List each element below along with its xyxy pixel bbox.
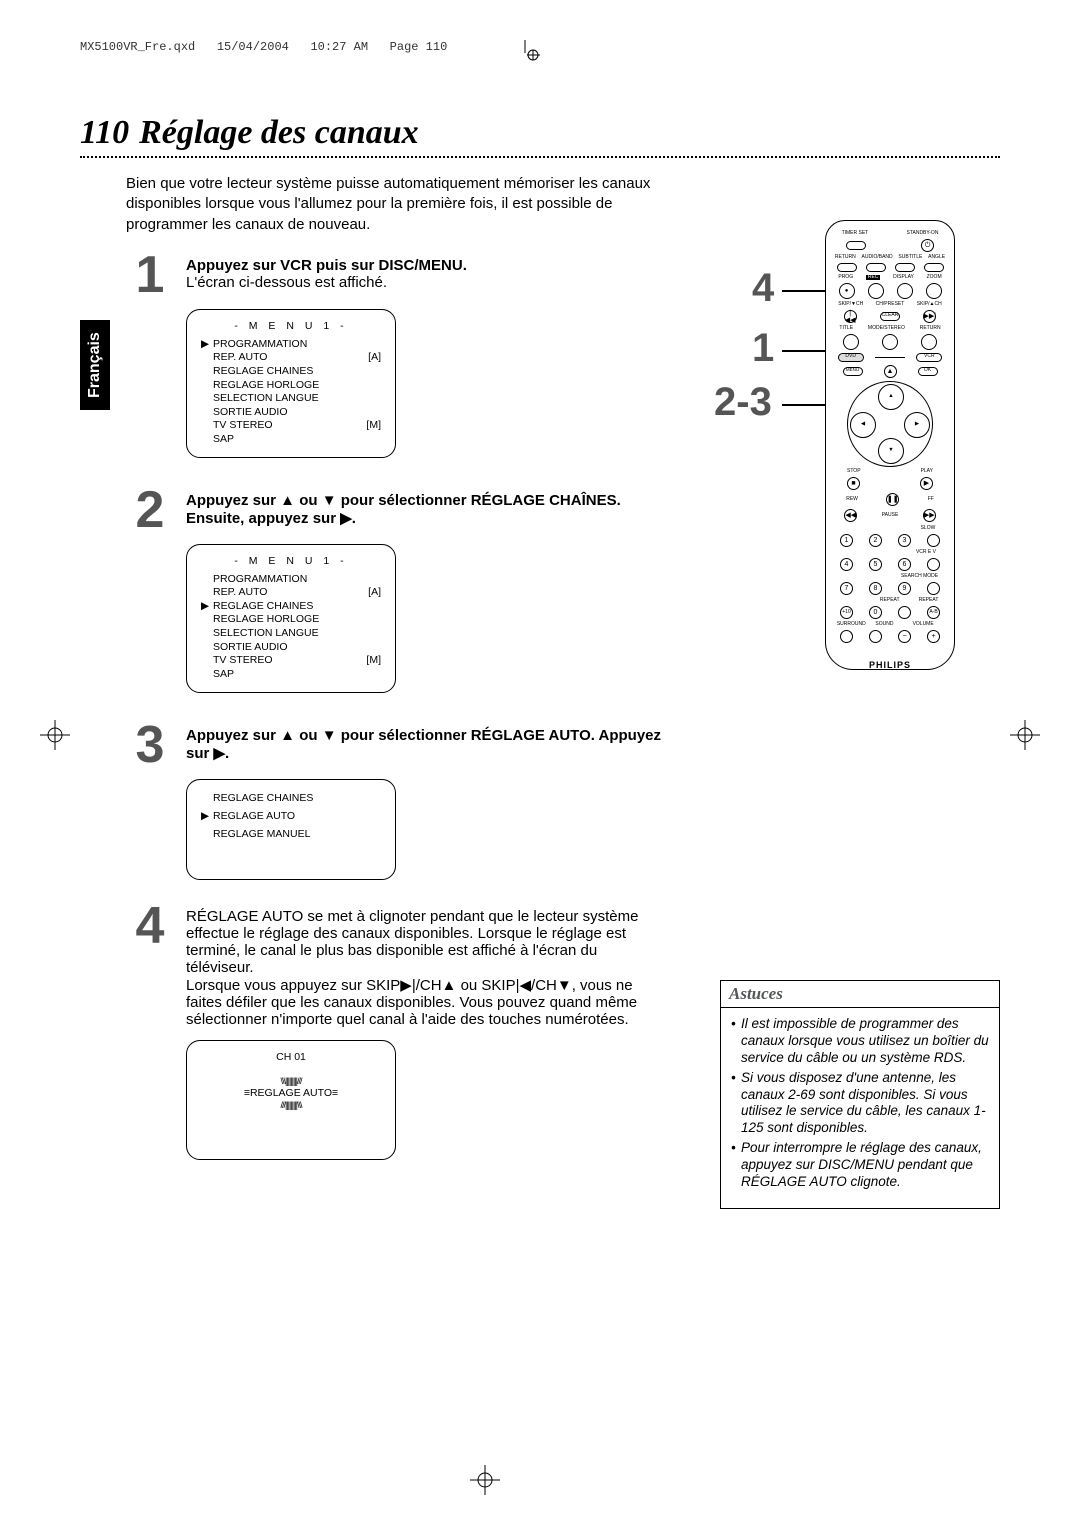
menu-item: ▶REGLAGE CHAINES bbox=[201, 600, 381, 614]
tip-item: •Pour interrompre le réglage des canaux,… bbox=[731, 1140, 989, 1191]
crop-mark-right-icon bbox=[1010, 720, 1040, 753]
remote-control: TIMER SETSTANDBY-ON ⏻ RETURNAUDIO/BANDSU… bbox=[825, 220, 955, 670]
tips-title: Astuces bbox=[721, 981, 999, 1008]
menu-item: REP. AUTO[A] bbox=[201, 351, 381, 365]
intro-text: Bien que votre lecteur système puisse au… bbox=[126, 174, 666, 235]
tip-item: •Si vous disposez d'une antenne, les can… bbox=[731, 1070, 989, 1138]
menu-item: PROGRAMMATION bbox=[201, 573, 381, 587]
step4-text: RÉGLAGE AUTO se met à clignoter pendant … bbox=[186, 908, 666, 1028]
tip-item: •Il est impossible de programmer des can… bbox=[731, 1016, 989, 1067]
menu-item: SELECTION LANGUE bbox=[201, 392, 381, 406]
menu-item: REP. AUTO[A] bbox=[201, 586, 381, 600]
step-number-1: 1 bbox=[126, 253, 174, 297]
menu-item: SELECTION LANGUE bbox=[201, 627, 381, 641]
menu-box-4: CH 01 \\\|||||||||/// ≡REGLAGE AUTO≡ ///… bbox=[186, 1040, 396, 1160]
menu-box-3: REGLAGE CHAINES▶REGLAGE AUTOREGLAGE MANU… bbox=[186, 779, 396, 881]
step-number-4: 4 bbox=[126, 904, 174, 948]
menu-item: ▶REGLAGE AUTO bbox=[201, 808, 381, 826]
menu-item: REGLAGE CHAINES bbox=[201, 365, 381, 379]
menu-item: REGLAGE MANUEL bbox=[201, 826, 381, 844]
menu-item: ▶PROGRAMMATION bbox=[201, 338, 381, 352]
menu-item: REGLAGE CHAINES bbox=[201, 790, 381, 808]
menu-box-2: - M E N U 1 - PROGRAMMATIONREP. AUTO[A]▶… bbox=[186, 544, 396, 693]
callout-1: 1 bbox=[752, 326, 774, 371]
page-title: Réglage des canaux bbox=[139, 114, 419, 152]
page-number: 110 bbox=[80, 114, 129, 152]
menu-item: SAP bbox=[201, 668, 381, 682]
menu-item: SORTIE AUDIO bbox=[201, 406, 381, 420]
qxd-header: MX5100VR_Fre.qxd 15/04/2004 10:27 AM Pag… bbox=[80, 40, 1000, 54]
menu-item: REGLAGE HORLOGE bbox=[201, 379, 381, 393]
step1-bold: Appuyez sur VCR puis sur DISC/MENU. bbox=[186, 257, 666, 274]
brand-label: PHILIPS bbox=[832, 661, 948, 670]
menu-item: SAP bbox=[201, 433, 381, 447]
language-tab: Français bbox=[80, 320, 110, 410]
menu-item: SORTIE AUDIO bbox=[201, 641, 381, 655]
step3-bold: Appuyez sur ▲ ou ▼ pour sélectionner RÉG… bbox=[186, 727, 666, 762]
crop-mark-bottom-icon bbox=[470, 1465, 500, 1498]
crop-mark-left-icon bbox=[40, 720, 70, 753]
callout-4: 4 bbox=[752, 266, 774, 311]
menu-item: TV STEREO[M] bbox=[201, 654, 381, 668]
tips-box: Astuces •Il est impossible de programmer… bbox=[720, 980, 1000, 1209]
step-number-2: 2 bbox=[126, 488, 174, 532]
step1-text: L'écran ci-dessous est affiché. bbox=[186, 274, 666, 291]
step-number-3: 3 bbox=[126, 723, 174, 767]
crop-mark-icon bbox=[510, 40, 540, 73]
callout-2-3: 2-3 bbox=[714, 380, 772, 425]
dotted-rule bbox=[80, 156, 1000, 158]
menu-item: TV STEREO[M] bbox=[201, 419, 381, 433]
menu-item: REGLAGE HORLOGE bbox=[201, 613, 381, 627]
step2-bold: Appuyez sur ▲ ou ▼ pour sélectionner RÉG… bbox=[186, 492, 666, 527]
menu-box-1: - M E N U 1 - ▶PROGRAMMATIONREP. AUTO[A]… bbox=[186, 309, 396, 458]
